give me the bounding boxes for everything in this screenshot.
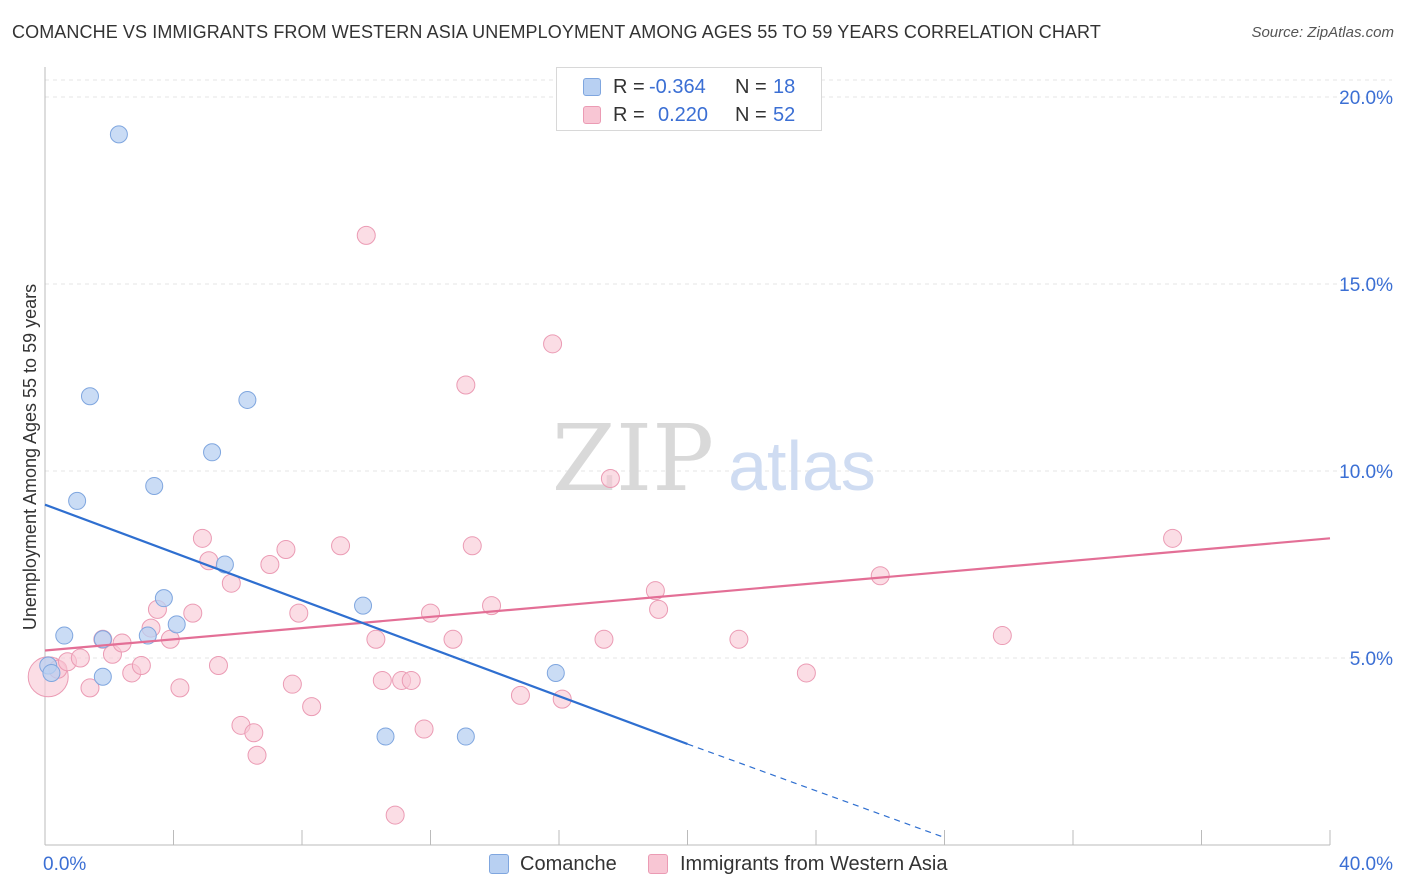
immigrants-r-value: 0.220 [658,104,709,126]
comanche-point [145,476,164,495]
immigrants-point [462,536,482,556]
comanche-point [80,387,99,406]
chart-title: COMANCHE VS IMMIGRANTS FROM WESTERN ASIA… [12,22,1101,42]
comanche-point [55,626,74,645]
x-tick-label: 40.0% [1339,854,1393,875]
immigrants-point [170,678,190,698]
comanche-point [238,390,257,409]
comanche-point [376,727,395,746]
comanche-trendline [44,503,688,746]
r-label: R = [613,76,645,98]
comanche-point [42,663,61,682]
immigrants-point [260,555,280,574]
comanche-point [456,727,475,746]
legend-row-comanche: R = -0.364 N = 18 [557,74,821,102]
axes [44,67,1331,846]
y-tick-label: 15.0% [1339,275,1393,296]
comanche-n-value: 18 [773,76,796,98]
y-axis-label: Unemployment Among Ages 55 to 59 years [20,284,40,630]
comanche-point [93,667,112,686]
immigrants-legend-label: Immigrants from Western Asia [680,853,948,875]
immigrants-point [443,629,463,649]
comanche-legend-swatch [489,854,509,874]
immigrants-point [131,655,151,675]
immigrants-point [80,678,100,698]
series-legend: Comanche Immigrants from Western Asia [0,852,1406,878]
immigrants-point [594,629,614,649]
x-tick-labels: 0.0% 40.0% [43,854,1393,875]
immigrants-point [510,685,530,705]
comanche-point [167,615,186,634]
immigrants-point [208,655,228,675]
immigrants-point [70,648,90,668]
immigrants-legend-swatch [648,854,668,874]
immigrants-point [401,670,421,690]
immigrants-point [600,468,620,488]
comanche-points [39,125,565,746]
immigrants-point [385,805,405,825]
immigrants-point [282,674,302,694]
comanche-point [68,491,87,510]
immigrants-point [870,566,890,586]
r-label: R = [613,104,645,126]
comanche-point [109,125,128,144]
immigrants-point [421,603,440,623]
comanche-point [354,596,373,615]
immigrants-swatch [583,106,601,124]
y-tick-labels: 5.0% 10.0% 15.0% 20.0% [1339,88,1393,670]
comanche-trendline-extension [687,743,945,839]
immigrants-point [183,603,203,623]
immigrants-point [645,581,665,601]
immigrants-point [356,225,376,245]
immigrants-point [244,723,264,743]
immigrants-point [366,629,386,649]
immigrants-point [456,375,476,395]
immigrants-point [992,626,1012,646]
y-tick-label: 10.0% [1339,462,1393,483]
comanche-legend-label: Comanche [520,853,617,875]
comanche-swatch [583,78,601,96]
comanche-point [203,443,222,462]
immigrants-point [543,334,563,354]
trendlines [44,503,1331,839]
immigrants-trendline [44,537,1331,652]
immigrants-point [331,536,351,556]
immigrants-point [1163,528,1183,548]
immigrants-points [27,225,1183,825]
immigrants-point [289,603,309,623]
immigrants-point [649,599,669,619]
comanche-r-value: -0.364 [649,76,706,98]
comanche-point [154,589,173,608]
comanche-point [215,555,234,574]
comanche-point [546,663,565,682]
n-label: N = [735,76,767,98]
y-tick-label: 20.0% [1339,88,1393,109]
watermark-atlas: atlas [728,427,876,505]
source-label: Source: ZipAtlas.com [1251,24,1394,41]
y-tick-label: 5.0% [1350,649,1393,670]
immigrants-point [192,528,212,548]
comanche-point [138,626,157,645]
immigrants-n-value: 52 [773,104,796,126]
immigrants-point [302,697,322,717]
correlation-legend: R = -0.364 N = 18 R = 0.220 N = 52 [556,67,822,131]
grid [45,79,1392,659]
comanche-point [93,630,112,649]
immigrants-point [796,663,816,683]
immigrants-point [372,670,392,690]
watermark-zip: ZIP [552,405,714,512]
legend-row-immigrants: R = 0.220 N = 52 [557,102,821,130]
n-label: N = [735,104,767,126]
immigrants-point [729,629,749,649]
x-tick-label: 0.0% [43,854,86,875]
immigrants-point [247,745,267,765]
immigrants-point [414,719,434,739]
immigrants-point [276,540,296,560]
